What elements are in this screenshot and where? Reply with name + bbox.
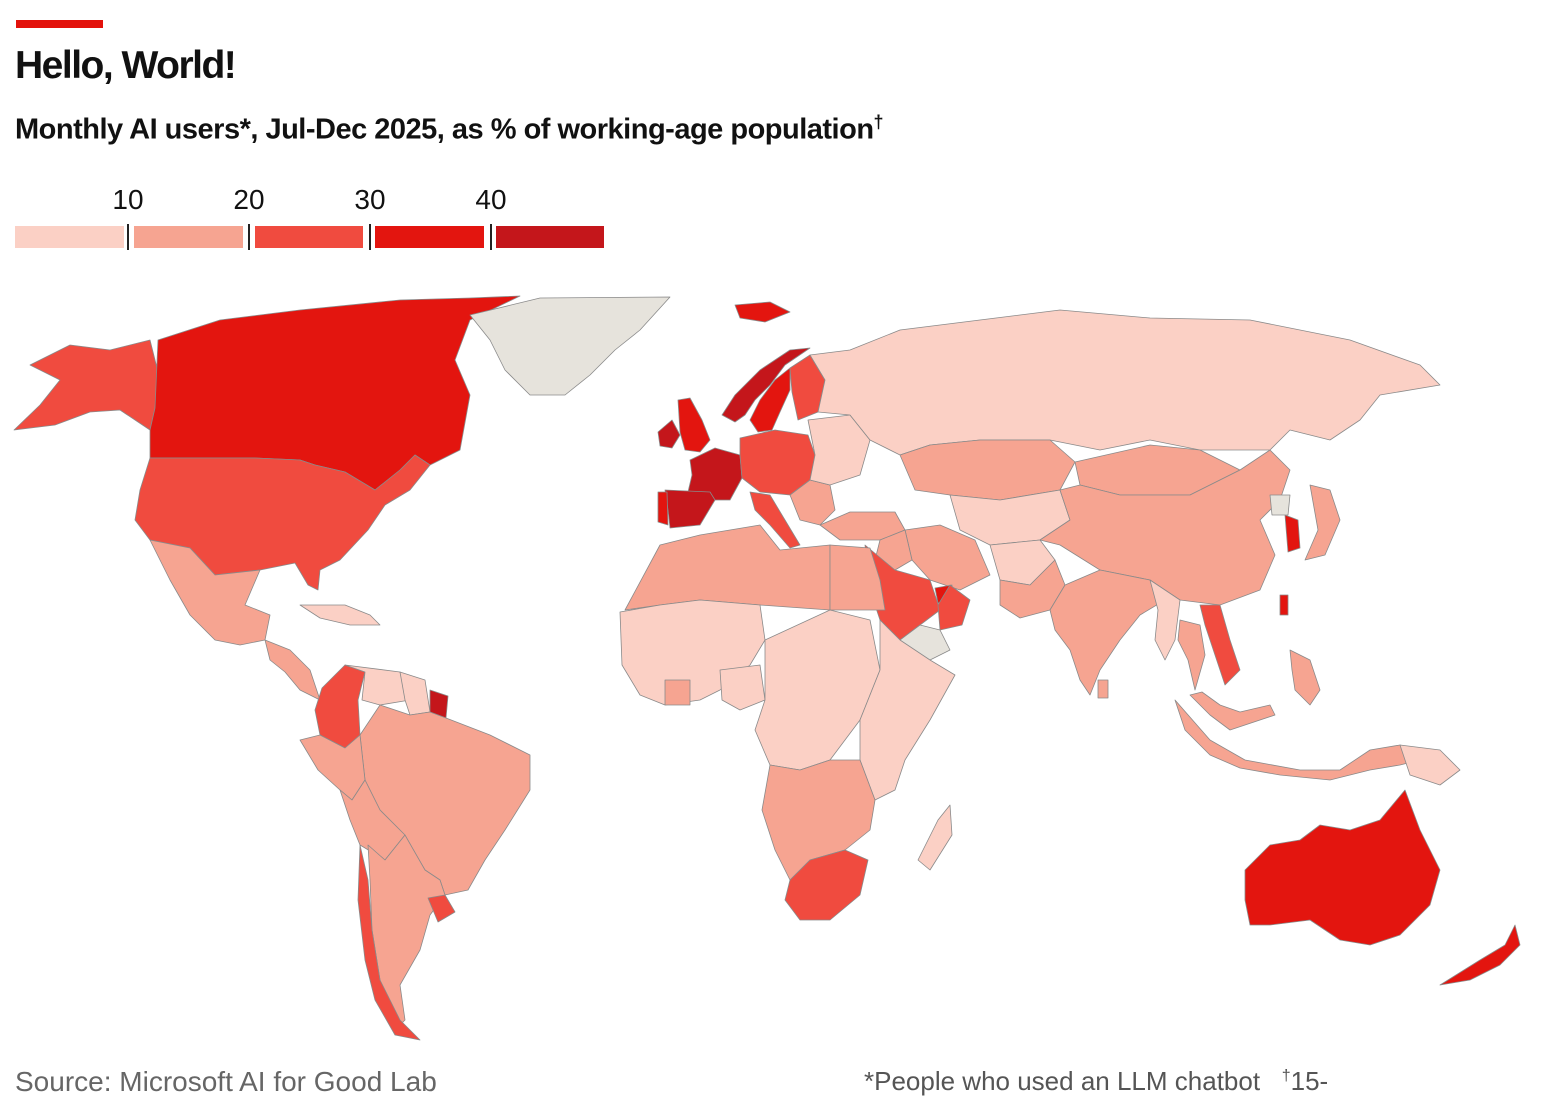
region-caribbean xyxy=(299,604,381,626)
region-south-africa xyxy=(784,849,869,921)
region-greenland xyxy=(469,296,671,396)
region-east-africa xyxy=(859,619,956,801)
region-kazakhstan xyxy=(899,439,1076,501)
region-peru xyxy=(299,734,366,801)
source-note: Source: Microsoft AI for Good Lab xyxy=(15,1066,437,1097)
region-united-kingdom xyxy=(677,397,711,453)
legend-bin-1 xyxy=(134,226,243,248)
subtitle-dagger: † xyxy=(873,112,884,132)
accent-bar xyxy=(16,20,103,28)
region-iceland xyxy=(734,301,791,323)
region-north-africa xyxy=(624,524,831,611)
chart-title: Hello, World! xyxy=(15,44,237,87)
color-legend: 10 20 30 40 xyxy=(15,180,615,252)
world-map xyxy=(13,295,1521,1041)
legend-tick-mark xyxy=(369,224,371,250)
region-iran xyxy=(904,524,991,591)
region-southern-africa xyxy=(761,759,876,881)
legend-tick-20: 20 xyxy=(233,184,265,215)
region-ireland xyxy=(657,419,681,449)
footnote-dagger: 15- xyxy=(1290,1066,1329,1096)
region-madagascar xyxy=(917,804,953,871)
region-norway xyxy=(721,347,811,423)
region-ghana xyxy=(664,679,691,706)
region-new-zealand xyxy=(1439,924,1521,986)
region-myanmar xyxy=(1149,579,1181,661)
region-china xyxy=(1039,449,1291,606)
region-oman xyxy=(937,584,971,631)
legend-bin-3 xyxy=(375,226,484,248)
region-sweden xyxy=(749,367,791,433)
region-central-america xyxy=(264,639,321,701)
legend-bin-0 xyxy=(15,226,124,248)
region-guyana xyxy=(399,671,431,716)
legend-tick-mark xyxy=(490,224,492,250)
region-russia xyxy=(809,309,1441,456)
region-vietnam xyxy=(1199,604,1241,686)
region-portugal xyxy=(657,491,669,526)
legend-bin-4 xyxy=(496,226,604,248)
region-sri-lanka xyxy=(1097,679,1109,699)
chart-subtitle: Monthly AI users*, Jul-Dec 2025, as % of… xyxy=(15,112,884,147)
region-mexico xyxy=(149,539,271,646)
region-malaysia xyxy=(1189,691,1276,731)
region-spain xyxy=(664,489,716,529)
legend-tick-40: 40 xyxy=(475,184,507,215)
region-france xyxy=(687,447,743,501)
footnote-star: *People who used an LLM chatbot xyxy=(864,1066,1261,1096)
region-taiwan xyxy=(1279,594,1289,616)
footnote: *People who used an LLM chatbot †15- xyxy=(864,1066,1328,1097)
region-thailand xyxy=(1177,619,1206,691)
footnote-dagger-mark: † xyxy=(1281,1067,1291,1085)
region-chile xyxy=(357,844,421,1041)
region-south-korea xyxy=(1284,514,1301,553)
legend-tick-mark xyxy=(127,224,129,250)
region-north-korea xyxy=(1269,494,1291,516)
region-philippines xyxy=(1289,649,1321,706)
region-egypt xyxy=(829,544,886,611)
region-nigeria xyxy=(719,664,766,711)
region-uruguay xyxy=(427,894,456,923)
region-japan xyxy=(1304,484,1341,561)
legend-tick-10: 10 xyxy=(112,184,144,215)
subtitle-text: Monthly AI users*, Jul-Dec 2025, as % of… xyxy=(15,113,874,146)
region-australia xyxy=(1244,789,1441,946)
region-colombia xyxy=(314,664,366,749)
region-papua-new-guinea xyxy=(1399,744,1461,786)
legend-tick-mark xyxy=(248,224,250,250)
legend-bin-2 xyxy=(255,226,363,248)
region-alaska xyxy=(13,339,159,431)
region-india xyxy=(1049,569,1166,696)
region-italy xyxy=(749,491,801,549)
legend-tick-30: 30 xyxy=(354,184,386,215)
